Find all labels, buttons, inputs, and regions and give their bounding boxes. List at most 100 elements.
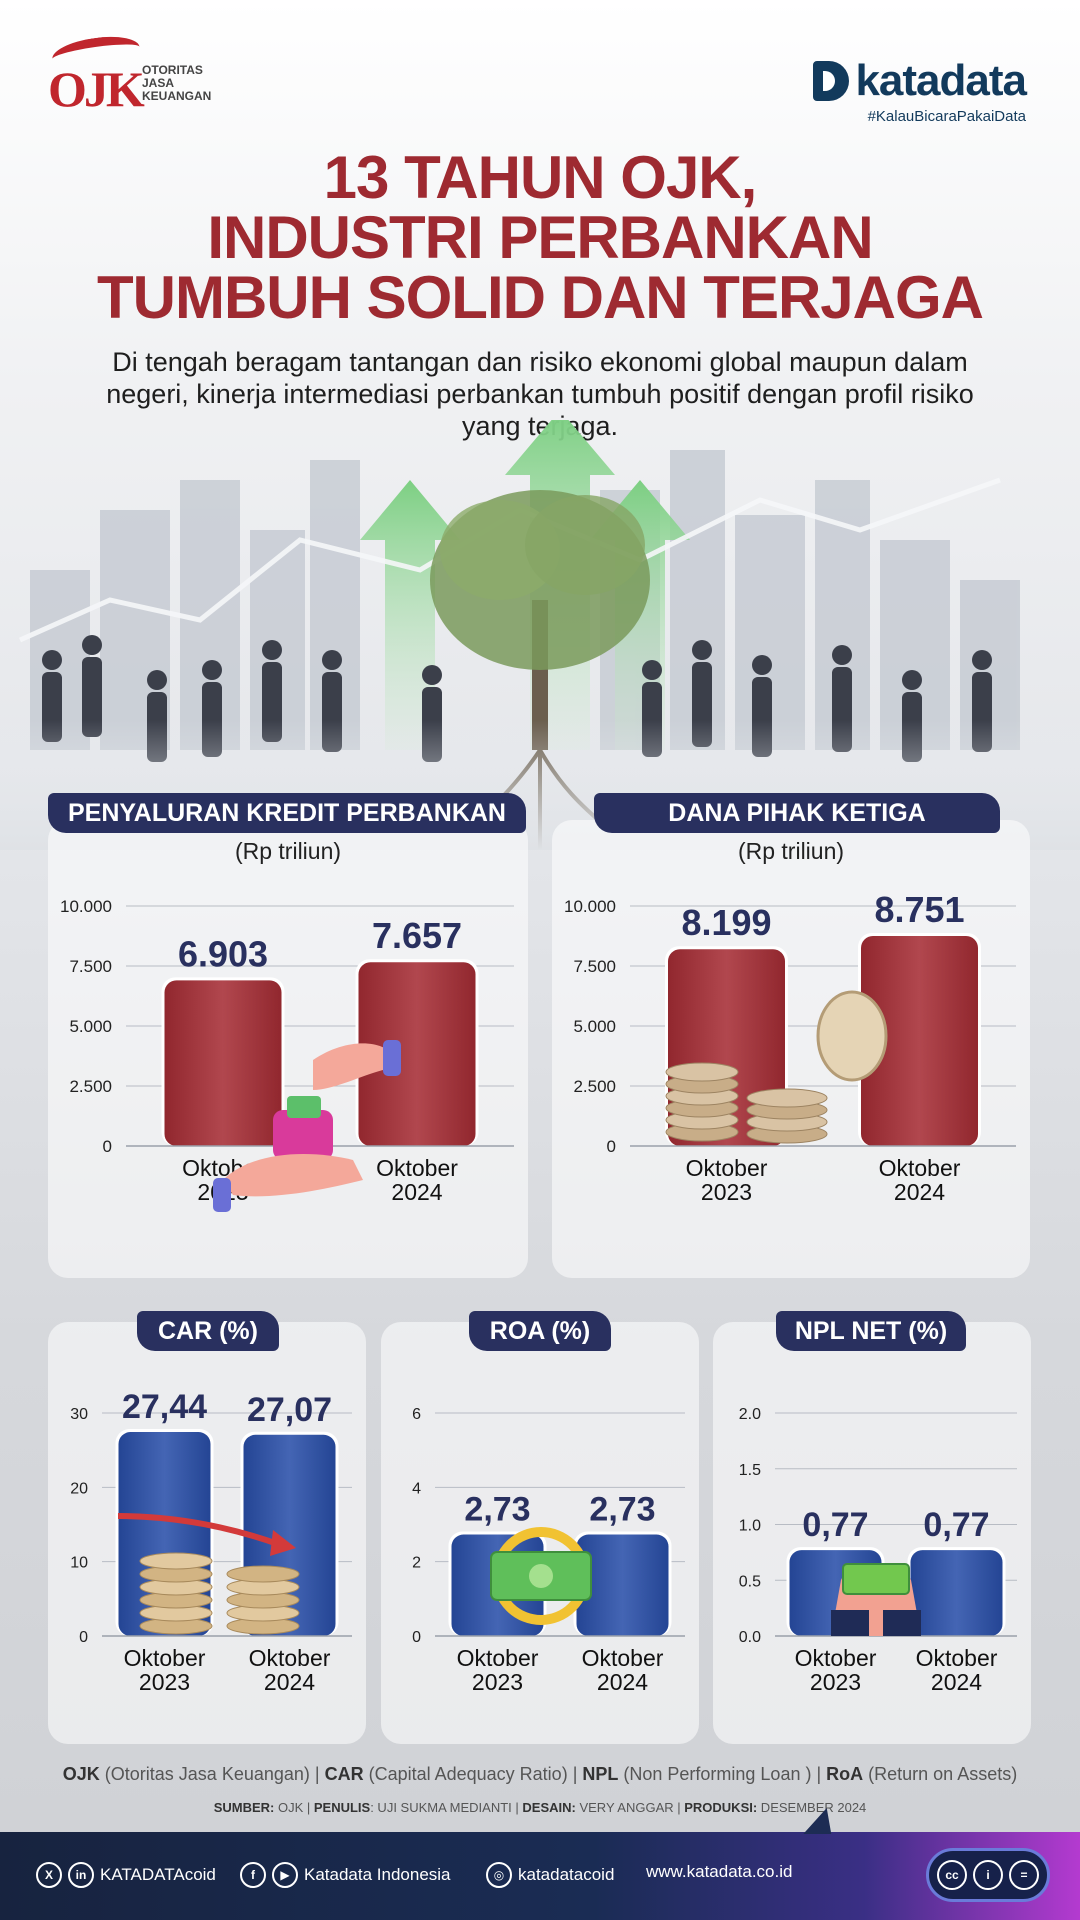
y-tick-label: 4 xyxy=(412,1480,421,1497)
katadata-tagline: #KalauBicaraPakaiData xyxy=(867,108,1026,125)
npl-chart-panel xyxy=(713,1322,1031,1744)
y-tick-label: 10 xyxy=(70,1555,88,1572)
category-label: Oktober xyxy=(916,1645,998,1671)
credit-key: PRODUKSI: xyxy=(684,1800,758,1815)
footer-social-fb-yt[interactable]: f ▶ Katadata Indonesia xyxy=(240,1862,451,1888)
kredit-bar-chart: 02.5005.0007.50010.0006.903Oktober20237.… xyxy=(60,897,514,1212)
credit-key: SUMBER: xyxy=(213,1800,275,1815)
category-label: 2023 xyxy=(701,1179,752,1205)
ojk-logo-text: OJK xyxy=(48,61,145,117)
money-cycle-icon xyxy=(490,1527,592,1625)
footer-instagram-label[interactable]: katadatacoid xyxy=(518,1865,615,1884)
ojk-logo-subtext: OTORITAS JASA KEUANGAN xyxy=(142,64,211,103)
instagram-icon[interactable]: ◎ xyxy=(486,1862,512,1888)
creative-commons-badge: cc i = xyxy=(926,1848,1050,1902)
y-tick-label: 10.000 xyxy=(564,897,616,916)
category-label: Oktober xyxy=(686,1155,768,1181)
car-chart-title: CAR (%) xyxy=(137,1311,279,1351)
category-label: 2023 xyxy=(810,1669,861,1695)
glossary-full: (Otoritas Jasa Keuangan) | xyxy=(99,1764,325,1784)
value-label: 0,77 xyxy=(923,1506,989,1544)
glossary-note: OJK (Otoritas Jasa Keuangan) | CAR (Capi… xyxy=(40,1764,1040,1785)
footer-fb-yt-label[interactable]: Katadata Indonesia xyxy=(304,1865,451,1884)
bar xyxy=(576,1534,669,1636)
credit-value: OJK | xyxy=(274,1800,314,1815)
y-tick-label: 2 xyxy=(412,1555,421,1572)
bar xyxy=(861,935,978,1146)
nd-icon: = xyxy=(1009,1860,1039,1890)
y-tick-label: 30 xyxy=(70,1406,88,1423)
katadata-logo: katadata #KalauBicaraPakaiData xyxy=(813,56,1027,125)
bar xyxy=(910,1550,1003,1636)
roa-chart-title: ROA (%) xyxy=(469,1311,611,1351)
value-label: 8.751 xyxy=(874,889,964,930)
category-label: 2024 xyxy=(931,1669,982,1695)
footer-website-label[interactable]: www.katadata.co.id xyxy=(646,1862,793,1881)
value-label: 2,73 xyxy=(589,1491,655,1529)
category-label: Oktober xyxy=(376,1155,458,1181)
footer-social-instagram[interactable]: ◎ katadatacoid xyxy=(486,1862,614,1888)
by-icon: i xyxy=(973,1860,1003,1890)
wallet-hand-icon xyxy=(213,1040,401,1212)
category-label: 2024 xyxy=(894,1179,945,1205)
credit-key: PENULIS xyxy=(313,1800,371,1815)
y-tick-label: 5.000 xyxy=(573,1017,616,1036)
downtrend-arrow-icon xyxy=(117,1513,279,1547)
y-tick-label: 10.000 xyxy=(60,897,112,916)
value-label: 8.199 xyxy=(681,902,771,943)
credits-note: SUMBER: OJK | PENULIS: UJI SUKMA MEDIANT… xyxy=(40,1800,1040,1815)
coin-stack-icon xyxy=(139,1552,300,1635)
y-tick-label: 0 xyxy=(607,1137,616,1156)
y-tick-label: 7.500 xyxy=(573,957,616,976)
footer-bar: X in KATADATAcoid f ▶ Katadata Indonesia… xyxy=(0,1808,1080,1920)
category-label: 2023 xyxy=(139,1669,190,1695)
category-label: Oktober xyxy=(582,1645,664,1671)
category-label: Oktober xyxy=(124,1645,206,1671)
y-tick-label: 7.500 xyxy=(69,957,112,976)
value-label: 7.657 xyxy=(372,915,462,956)
category-label: 2024 xyxy=(264,1669,315,1695)
hands-money-icon xyxy=(831,1563,921,1636)
x-icon[interactable]: X xyxy=(36,1862,62,1888)
credit-key: DESAIN: xyxy=(522,1800,576,1815)
category-label: Oktober xyxy=(879,1155,961,1181)
glossary-full: (Non Performing Loan ) | xyxy=(618,1764,827,1784)
y-tick-label: 6 xyxy=(412,1406,421,1423)
downtrend-arrow-head xyxy=(270,1530,296,1556)
y-tick-label: 0 xyxy=(103,1137,112,1156)
facebook-icon[interactable]: f xyxy=(240,1862,266,1888)
kredit-chart-title: PENYALURAN KREDIT PERBANKAN xyxy=(48,793,526,833)
y-tick-label: 1.0 xyxy=(739,1518,761,1535)
city-growth-illustration xyxy=(0,420,1080,850)
footer-website-link[interactable]: www.katadata.co.id xyxy=(646,1862,792,1882)
youtube-icon[interactable]: ▶ xyxy=(272,1862,298,1888)
glossary-abbr: CAR xyxy=(324,1764,364,1784)
y-tick-label: 0 xyxy=(412,1629,421,1646)
y-tick-label: 0.0 xyxy=(739,1629,761,1646)
y-tick-label: 2.500 xyxy=(573,1077,616,1096)
category-label: 2024 xyxy=(597,1669,648,1695)
ojk-logo: OJK OTORITAS JASA KEUANGAN xyxy=(48,32,218,117)
cc-icon: cc xyxy=(937,1860,967,1890)
title-line: 13 TAHUN OJK, xyxy=(323,144,758,211)
npl-bar-chart: 0.00.51.01.52.00,77Oktober20230,77Oktobe… xyxy=(739,1406,1017,1695)
y-tick-label: 2.0 xyxy=(739,1406,761,1423)
linkedin-icon[interactable]: in xyxy=(68,1862,94,1888)
kredit-chart-unit: (Rp triliun) xyxy=(234,838,342,864)
category-label: Oktober xyxy=(249,1645,331,1671)
glossary-full: (Capital Adequacy Ratio) | xyxy=(363,1764,583,1784)
npl-chart-title: NPL NET (%) xyxy=(776,1311,966,1351)
coin-stack-icon xyxy=(665,990,888,1144)
credit-value: : UJI SUKMA MEDIANTI | xyxy=(370,1800,523,1815)
footer-handle[interactable]: KATADATAcoid xyxy=(100,1865,216,1884)
value-label: 0,77 xyxy=(802,1506,868,1544)
dpk-chart-unit: (Rp triliun) xyxy=(737,838,845,864)
value-label: 6.903 xyxy=(178,933,268,974)
footer-social-x-linkedin[interactable]: X in KATADATAcoid xyxy=(36,1862,216,1888)
y-tick-label: 0 xyxy=(79,1629,88,1646)
glossary-full: (Return on Assets) xyxy=(863,1764,1018,1784)
category-label: 2023 xyxy=(472,1669,523,1695)
credit-value: DESEMBER 2024 xyxy=(757,1800,867,1815)
tree-icon xyxy=(430,490,650,850)
